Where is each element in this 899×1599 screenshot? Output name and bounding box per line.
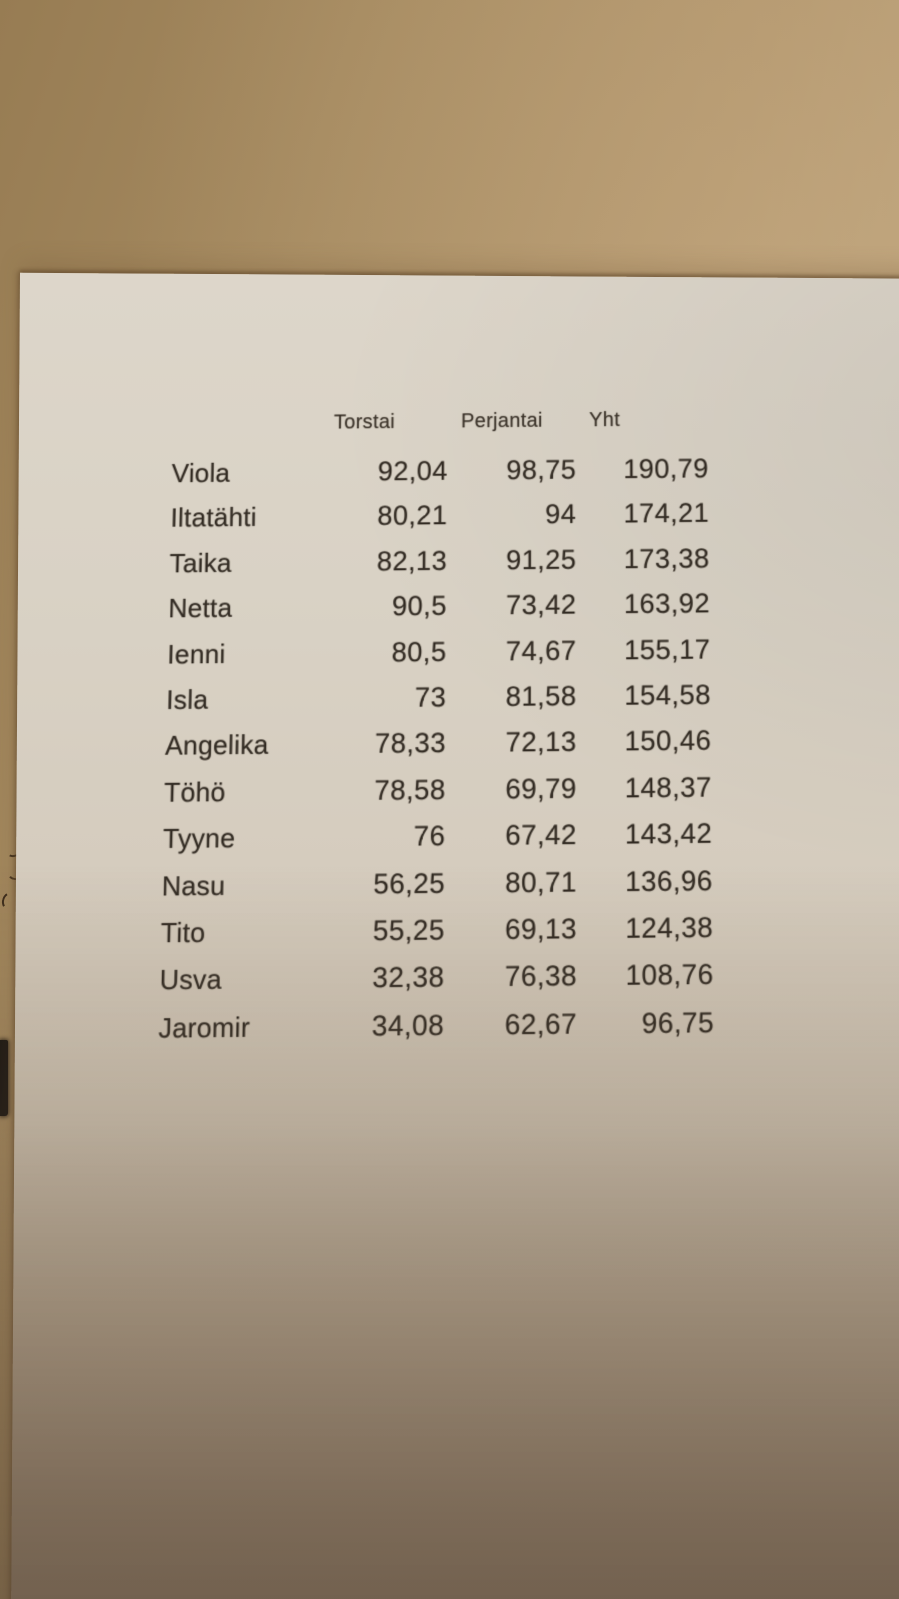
torstai-value-cell: 78,58 bbox=[374, 773, 446, 806]
row-name-cell: Angelika bbox=[164, 729, 269, 762]
torstai-value-cell: 56,25 bbox=[373, 867, 446, 900]
torstai-value-cell: 55,25 bbox=[372, 914, 445, 947]
yht-value-cell: 190,79 bbox=[623, 453, 709, 485]
column-header-perjantai: Perjantai bbox=[460, 409, 543, 433]
table-row: Taika 82,13 91,25 173,38 bbox=[169, 536, 720, 586]
yht-value-cell: 163,92 bbox=[623, 588, 711, 620]
row-name-cell: Jaromir bbox=[158, 1010, 251, 1044]
table-row: Usva 32,38 76,38 108,76 bbox=[159, 951, 724, 1004]
row-name-cell: Netta bbox=[168, 592, 233, 624]
dark-object-edge bbox=[0, 1040, 8, 1116]
yht-value-cell: 143,42 bbox=[624, 817, 713, 851]
yht-value-cell: 108,76 bbox=[625, 958, 714, 992]
torstai-value-cell: 78,33 bbox=[374, 727, 447, 760]
table-row: Tito 55,25 69,13 124,38 bbox=[160, 904, 723, 957]
table-row: Töhö 78,58 69,79 148,37 bbox=[164, 764, 723, 816]
perjantai-value-cell: 81,58 bbox=[505, 680, 577, 713]
table-row: Iltatähti 80,21 94 174,21 bbox=[170, 491, 719, 541]
torstai-value-cell: 92,04 bbox=[377, 455, 448, 487]
row-name-cell: Tyyne bbox=[162, 822, 236, 855]
perjantai-value-cell: 74,67 bbox=[505, 634, 577, 667]
torstai-value-cell: 90,5 bbox=[391, 590, 447, 622]
perjantai-value-cell: 62,67 bbox=[504, 1007, 578, 1041]
table-row: Angelika 78,33 72,13 150,46 bbox=[165, 718, 722, 769]
perjantai-value-cell: 69,13 bbox=[504, 912, 577, 946]
table-row: Jaromir 34,08 62,67 96,75 bbox=[158, 999, 725, 1052]
table-row: Viola 92,04 98,75 190,79 bbox=[171, 446, 719, 496]
perjantai-value-cell: 67,42 bbox=[505, 819, 577, 852]
torstai-value-cell: 34,08 bbox=[371, 1008, 445, 1042]
perjantai-value-cell: 69,79 bbox=[505, 772, 577, 805]
score-table: Torstai Perjantai Yht Viola 92,04 98,75 … bbox=[158, 408, 725, 1052]
torstai-value-cell: 32,38 bbox=[372, 961, 445, 995]
row-name-cell: Tito bbox=[160, 916, 206, 949]
yht-value-cell: 150,46 bbox=[624, 725, 712, 758]
table-body: Viola 92,04 98,75 190,79 Iltatähti 80,21… bbox=[158, 446, 725, 1052]
yht-value-cell: 124,38 bbox=[625, 911, 714, 945]
column-header-yht: Yht bbox=[589, 408, 621, 432]
perjantai-value-cell: 73,42 bbox=[505, 589, 577, 621]
table-row: Ienni 80,5 74,67 155,17 bbox=[167, 626, 721, 677]
row-name-cell: Nasu bbox=[161, 869, 226, 902]
yht-value-cell: 174,21 bbox=[623, 497, 710, 530]
row-name-cell: Taika bbox=[169, 547, 233, 579]
torstai-value-cell: 82,13 bbox=[376, 545, 448, 577]
yht-value-cell: 136,96 bbox=[625, 864, 713, 898]
yht-value-cell: 173,38 bbox=[623, 542, 710, 575]
row-name-cell: Viola bbox=[171, 457, 231, 489]
table-row: Tyyne 76 67,42 143,42 bbox=[162, 810, 722, 862]
column-header-torstai: Torstai bbox=[333, 411, 396, 434]
paper-sheet: Torstai Perjantai Yht Viola 92,04 98,75 … bbox=[10, 272, 899, 1599]
row-name-cell: Iltatähti bbox=[170, 502, 258, 534]
torstai-value-cell: 73 bbox=[414, 681, 447, 713]
row-name-cell: Isla bbox=[165, 683, 209, 716]
table-row: Netta 90,5 73,42 163,92 bbox=[168, 581, 720, 632]
perjantai-value-cell: 94 bbox=[545, 499, 577, 530]
torstai-value-cell: 76 bbox=[413, 820, 446, 853]
yht-value-cell: 154,58 bbox=[624, 679, 711, 711]
row-name-cell: Ienni bbox=[166, 637, 226, 670]
torstai-value-cell: 80,5 bbox=[391, 635, 447, 668]
yht-value-cell: 96,75 bbox=[641, 1006, 715, 1040]
yht-value-cell: 155,17 bbox=[624, 633, 711, 666]
yht-value-cell: 148,37 bbox=[624, 771, 712, 804]
perjantai-value-cell: 98,75 bbox=[506, 454, 577, 486]
perjantai-value-cell: 91,25 bbox=[506, 544, 577, 576]
perjantai-value-cell: 76,38 bbox=[504, 960, 577, 993]
table-row: Isla 73 81,58 154,58 bbox=[166, 672, 722, 723]
row-name-cell: Töhö bbox=[163, 775, 226, 808]
row-name-cell: Usva bbox=[159, 963, 223, 997]
torstai-value-cell: 80,21 bbox=[377, 500, 448, 532]
table-header-row: Torstai Perjantai Yht bbox=[172, 408, 718, 445]
table-row: Nasu 56,25 80,71 136,96 bbox=[161, 857, 723, 909]
perjantai-value-cell: 72,13 bbox=[505, 726, 577, 759]
perjantai-value-cell: 80,71 bbox=[505, 865, 577, 899]
